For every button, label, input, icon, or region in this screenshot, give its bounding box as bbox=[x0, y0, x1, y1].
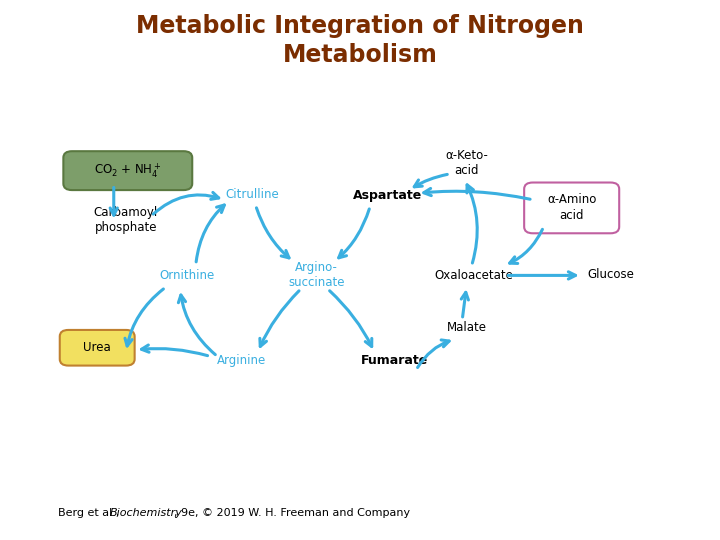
Text: Urea: Urea bbox=[84, 341, 111, 354]
FancyBboxPatch shape bbox=[63, 151, 192, 190]
Text: , 9e, © 2019 W. H. Freeman and Company: , 9e, © 2019 W. H. Freeman and Company bbox=[174, 508, 410, 518]
FancyBboxPatch shape bbox=[524, 183, 619, 233]
Text: CO$_2$ + NH$_4^+$: CO$_2$ + NH$_4^+$ bbox=[94, 161, 161, 180]
Text: Fumarate: Fumarate bbox=[361, 354, 428, 367]
Text: Arginine: Arginine bbox=[217, 354, 266, 367]
Text: Argino-
succinate: Argino- succinate bbox=[289, 261, 345, 289]
Text: α-Keto-
acid: α-Keto- acid bbox=[445, 149, 488, 177]
Text: Carbamoyl
phosphate: Carbamoyl phosphate bbox=[94, 206, 158, 234]
Text: Glucose: Glucose bbox=[587, 268, 634, 281]
Text: Metabolism: Metabolism bbox=[282, 43, 438, 67]
Text: Biochemistry: Biochemistry bbox=[109, 508, 182, 518]
Text: Metabolic Integration of Nitrogen: Metabolic Integration of Nitrogen bbox=[136, 14, 584, 37]
Text: Ornithine: Ornithine bbox=[160, 269, 215, 282]
Text: Malate: Malate bbox=[446, 321, 487, 334]
Text: Aspartate: Aspartate bbox=[353, 189, 422, 202]
FancyBboxPatch shape bbox=[60, 330, 135, 366]
Text: Berg et al.,: Berg et al., bbox=[58, 508, 122, 518]
Text: Oxaloacetate: Oxaloacetate bbox=[434, 269, 513, 282]
Text: Citrulline: Citrulline bbox=[225, 188, 279, 201]
Text: α-Amino
acid: α-Amino acid bbox=[547, 193, 596, 222]
